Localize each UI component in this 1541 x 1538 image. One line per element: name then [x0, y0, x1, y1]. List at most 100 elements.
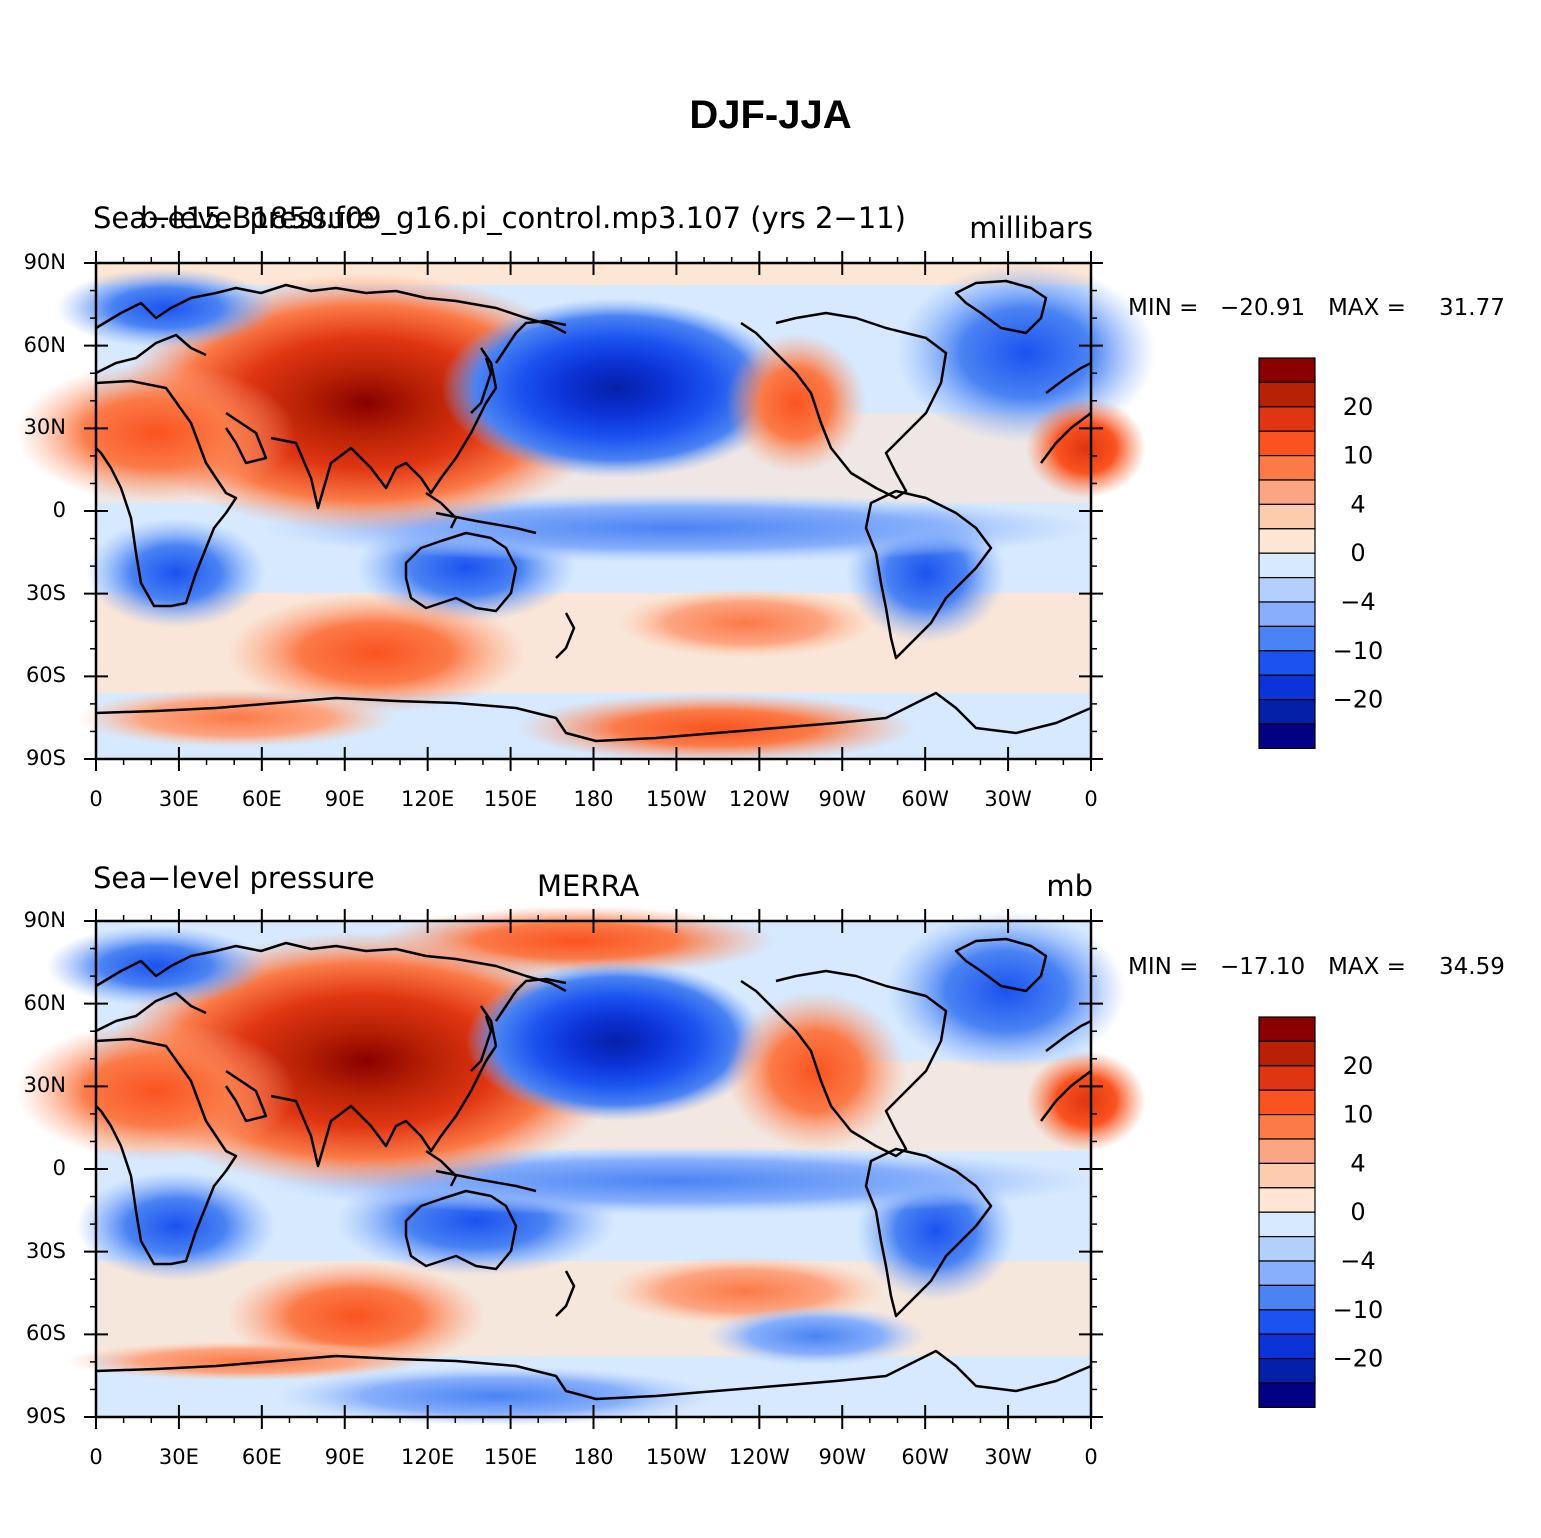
panel-1-sh-high-indian: [226, 593, 526, 713]
panel-1-lon-label: 120W: [728, 787, 790, 811]
panel-1-lat-label: 90S: [25, 746, 66, 770]
panel-2-colorbar-box: [1258, 1040, 1316, 1067]
panel-1-lat-label: 30N: [23, 415, 66, 440]
panel-1-west-asia-high: [16, 363, 296, 503]
panel-1-colorbar-box: [1258, 528, 1316, 554]
panel-2-aleutian-low: [466, 961, 766, 1121]
panel-2-center-title: MERRA: [537, 869, 640, 903]
panel-2-antarctic-blue: [276, 1366, 716, 1426]
panel-1-map: [16, 263, 1156, 763]
panel-1-colorbar-box: [1258, 601, 1316, 627]
panel-1-colorbar-box: [1258, 650, 1316, 676]
panel-1-lat-label: 30S: [25, 580, 66, 605]
panel-2-colorbar-box: [1258, 1382, 1316, 1408]
panel-1-colorbar-box: [1258, 430, 1316, 457]
panel-2-sh-low-southpac: [706, 1306, 926, 1366]
panel-1-na-high: [726, 333, 866, 473]
panel-2-colorbar-label: −10: [1333, 1296, 1384, 1324]
panel-2-map: [16, 906, 1146, 1426]
panel-2-max-label: MAX =: [1328, 954, 1406, 980]
panel-1-lon-label: 30E: [158, 787, 199, 811]
panel-2-colorbar-box: [1258, 1016, 1316, 1042]
panel-2-lon-label: 120W: [728, 1445, 790, 1469]
panel-1-sh-low-africa: [86, 518, 266, 628]
panel-2-colorbar-label: −4: [1340, 1247, 1375, 1275]
panel-1-colorbar-box: [1258, 552, 1316, 579]
panel-2-lon-label: 0: [1084, 1445, 1098, 1469]
panel-1-min-value: −20.91: [1220, 295, 1306, 321]
panel-1-max-value: 31.77: [1439, 295, 1505, 321]
panel-2-lon-label: 180: [573, 1445, 614, 1469]
figure-title: DJF-JJA: [689, 93, 852, 137]
panel-2-azores-high: [1026, 1051, 1146, 1151]
panel-2-units: mb: [1046, 869, 1093, 903]
panel-2-na-high: [726, 991, 906, 1151]
panel-2-colorbar-box: [1258, 1211, 1316, 1238]
panel-2-colorbar-box: [1258, 1113, 1316, 1140]
panel-1-lon-label: 30W: [984, 787, 1032, 811]
panel-1-lon-label: 0: [1084, 787, 1098, 811]
panel-2-colorbar-box: [1258, 1284, 1316, 1311]
panel-2-colorbar-box: [1258, 1309, 1316, 1335]
panel-1-max-label: MAX =: [1328, 295, 1406, 321]
panel-1-lon-label: 60W: [901, 787, 949, 811]
panel-1-colorbar-label: 0: [1350, 539, 1365, 567]
panel-1-colorbar-label: 10: [1343, 442, 1374, 470]
panel-1-lon-label: 180: [573, 787, 614, 811]
panel-1-lon-label: 60E: [241, 787, 282, 811]
panel-1-colorbar-box: [1258, 381, 1316, 408]
panel-1-colorbar-box: [1258, 576, 1316, 603]
panel-2-colorbar-box: [1258, 1162, 1316, 1189]
panel-2-lat-label: 60N: [23, 990, 66, 1015]
panel-1-colorbar-label: −10: [1333, 637, 1384, 665]
panel-2-west-asia-high: [16, 1021, 296, 1161]
panel-2-lon-label: 30E: [158, 1445, 199, 1469]
panel-1-antarctic-high-w: [76, 688, 396, 748]
panel-2-icelandic-low: [886, 911, 1126, 1071]
panel-1-lon-label: 90E: [324, 787, 365, 811]
panel-2-lon-label: 120E: [400, 1445, 455, 1469]
panel-2-colorbar-box: [1258, 1333, 1316, 1360]
panel-1-colorbar-box: [1258, 406, 1316, 432]
panel-1-colorbar-box: [1258, 723, 1316, 749]
panel-1-colorbar-box: [1258, 479, 1316, 505]
panel-1-lat-label: 0: [52, 498, 66, 522]
panel-2-arctic-low-europe: [46, 926, 266, 1006]
panel-2-lon-label: 0: [89, 1445, 103, 1469]
panel-2-lon-label: 60E: [241, 1445, 282, 1469]
panel-2-lat-label: 0: [52, 1156, 66, 1180]
panel-1-colorbar-box: [1258, 674, 1316, 701]
panel-2-colorbar-box: [1258, 1357, 1316, 1384]
panel-1-colorbar-box: [1258, 357, 1316, 383]
panel-2-colorbar-box: [1258, 1089, 1316, 1116]
panel-1-arctic-low-europe: [56, 268, 276, 348]
panel-2-lon-label: 90E: [324, 1445, 365, 1469]
panel-2-sh-low-africa: [76, 1171, 276, 1281]
panel-1-colorbar-box: [1258, 698, 1316, 725]
panel-2-antarctic-red: [66, 1341, 426, 1381]
panel-1-lat-label: 60S: [25, 663, 66, 688]
panel-1-colorbar-label: −4: [1340, 588, 1375, 616]
panel-1-left-title: Sea−level pressure: [93, 201, 375, 235]
panel-2-lon-label: 90W: [818, 1445, 867, 1469]
panel-1-azores-high: [1026, 398, 1146, 498]
panel-1-colorbar-label: 20: [1343, 393, 1374, 421]
panel-2-colorbar-label: 20: [1343, 1052, 1374, 1080]
panel-1-center-title: b.e15.B1850.f09_g16.pi_control.mp3.107 (…: [140, 201, 906, 235]
panel-1-lat-label: 60N: [23, 332, 66, 357]
panel-2-lon-label: 60W: [901, 1445, 949, 1469]
panel-1-sh-high-pacific: [616, 588, 876, 658]
panel-2-colorbar-label: 4: [1350, 1149, 1365, 1177]
panel-2-lon-label: 150W: [645, 1445, 707, 1469]
panel-1-lon-label: 90W: [818, 787, 867, 811]
panel-1-colorbar-label: −20: [1333, 686, 1384, 714]
panel-2-lat-label: 90S: [25, 1404, 66, 1428]
panel-1-lon-label: 120E: [400, 787, 455, 811]
panel-1-min-label: MIN =: [1128, 295, 1199, 321]
panel-2-lat-label: 30S: [25, 1238, 66, 1263]
panel-2-colorbar-label: −20: [1333, 1345, 1384, 1373]
panel-2-lat-label: 30N: [23, 1073, 66, 1098]
panel-1-lon-label: 150W: [645, 787, 707, 811]
panel-2-lat-label: 60S: [25, 1321, 66, 1346]
